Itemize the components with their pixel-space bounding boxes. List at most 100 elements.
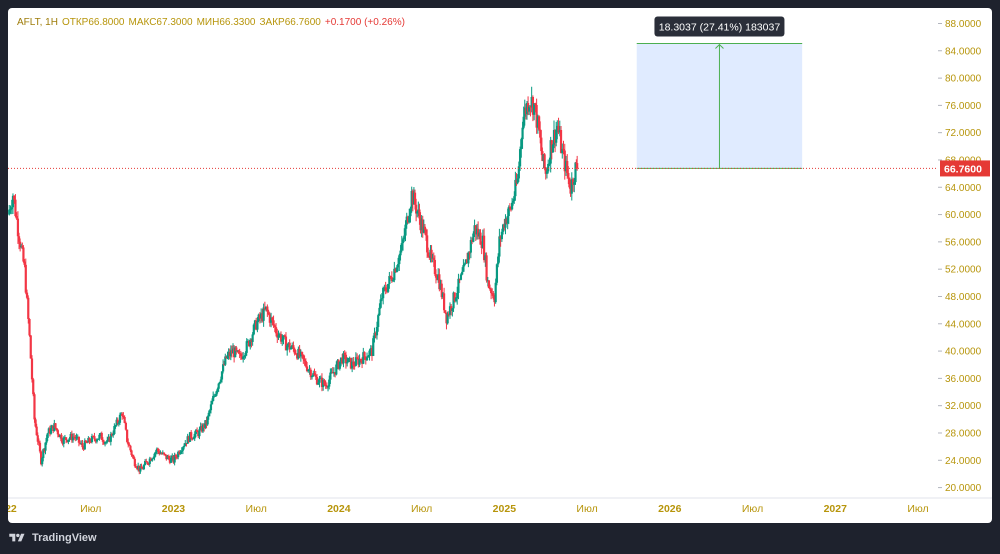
candle-body-19 <box>30 358 34 380</box>
candle-body-417 <box>502 224 505 232</box>
candle-body-407 <box>490 289 493 294</box>
measure-arrow-head <box>715 43 724 49</box>
candle-body-375 <box>451 308 454 311</box>
candle-222 <box>266 304 269 317</box>
candle-277 <box>334 371 337 378</box>
candle-body-333 <box>403 235 406 240</box>
candle-298 <box>359 358 362 363</box>
candle-335 <box>405 212 408 229</box>
candle-430 <box>516 174 519 185</box>
candle-body-306 <box>369 348 372 351</box>
candle-body-421 <box>506 216 509 224</box>
candle-body-321 <box>388 276 391 284</box>
candle-199 <box>238 348 241 359</box>
candle-184 <box>221 359 225 374</box>
candle-0 <box>8 204 11 216</box>
candle-6 <box>15 212 18 221</box>
candle-body-210 <box>251 334 254 342</box>
candle-211 <box>252 323 255 336</box>
candle-body-136 <box>166 456 169 460</box>
candle-body-298 <box>359 359 362 361</box>
candle-48 <box>63 434 67 439</box>
candle-body-122 <box>149 458 153 461</box>
candle-body-209 <box>250 339 253 342</box>
candle-body-66 <box>84 440 88 443</box>
candle-body-22 <box>34 419 37 427</box>
candle-102 <box>127 438 130 448</box>
candle-body-89 <box>112 433 115 436</box>
candle-body-128 <box>156 448 160 452</box>
candle-134 <box>164 453 167 457</box>
candle-body-350 <box>422 226 425 233</box>
candle-body-275 <box>331 372 334 374</box>
candle-body-49 <box>64 437 68 440</box>
candle-362 <box>435 275 439 281</box>
candle-356 <box>429 245 432 263</box>
measure-label-bg <box>654 16 785 37</box>
candle-body-102 <box>127 441 130 445</box>
candle-body-31 <box>44 442 47 451</box>
candle-267 <box>322 378 325 391</box>
candle-body-311 <box>375 326 379 336</box>
candle-195 <box>234 346 237 358</box>
candle-121 <box>148 456 151 468</box>
chart-frame[interactable]: 88.000084.000080.000076.000072.000068.00… <box>8 8 992 523</box>
candle-91 <box>114 424 117 429</box>
candle-body-370 <box>445 312 448 324</box>
candle-body-34 <box>47 428 50 434</box>
candle-body-261 <box>314 375 317 377</box>
candle-424 <box>509 206 513 212</box>
candle-body-28 <box>41 458 44 465</box>
candle-58 <box>75 433 78 441</box>
candle-body-284 <box>342 353 345 364</box>
candle-72 <box>92 435 95 438</box>
candle-body-366 <box>440 283 443 298</box>
candle-187 <box>225 356 228 359</box>
candle-288 <box>347 357 350 363</box>
candle-302 <box>364 356 367 365</box>
candle-body-470 <box>563 150 566 172</box>
candle-38 <box>52 425 55 434</box>
candle-193 <box>231 343 235 354</box>
candle-125 <box>153 452 156 461</box>
candle-449 <box>539 121 542 144</box>
candle-474 <box>568 177 571 189</box>
candle-446 <box>535 98 538 134</box>
candle-155 <box>188 432 192 442</box>
candle-body-449 <box>539 129 542 138</box>
candle-body-184 <box>221 364 225 372</box>
candle-456 <box>547 159 550 174</box>
candle-body-238 <box>286 345 289 351</box>
candle-263 <box>317 379 320 386</box>
candle-418 <box>503 219 506 231</box>
candle-293 <box>353 361 356 370</box>
candle-body-176 <box>213 395 216 397</box>
candle-body-109 <box>134 466 138 468</box>
candle-body-40 <box>54 423 57 429</box>
candle-body-447 <box>536 116 539 128</box>
x-tick-label-4: 2024 <box>327 503 351 515</box>
candle-body-203 <box>243 356 246 358</box>
legend-open-label: ОТКР <box>61 17 89 28</box>
candle-330 <box>399 244 402 261</box>
candle-body-395 <box>475 228 479 235</box>
candle-body-357 <box>430 249 433 259</box>
candle-body-53 <box>69 434 72 439</box>
price-chart[interactable]: 88.000084.000080.000076.000072.000068.00… <box>8 8 992 523</box>
candle-body-230 <box>276 333 279 338</box>
candle-body-254 <box>305 366 309 372</box>
candle-369 <box>444 310 447 314</box>
candle-body-96 <box>119 413 123 415</box>
candle-body-263 <box>317 382 320 385</box>
candle-49 <box>64 437 68 444</box>
candle-body-13 <box>23 261 26 265</box>
candle-body-354 <box>427 252 430 257</box>
candle-269 <box>324 380 327 389</box>
candle-283 <box>341 353 344 365</box>
candle-body-5 <box>14 199 17 217</box>
candle-body-219 <box>262 307 265 321</box>
y-tick-label-1: 84.0000 <box>945 46 982 57</box>
candle-body-138 <box>168 458 172 463</box>
candle-body-247 <box>297 348 300 359</box>
y-tick-label-12: 40.0000 <box>945 347 982 358</box>
